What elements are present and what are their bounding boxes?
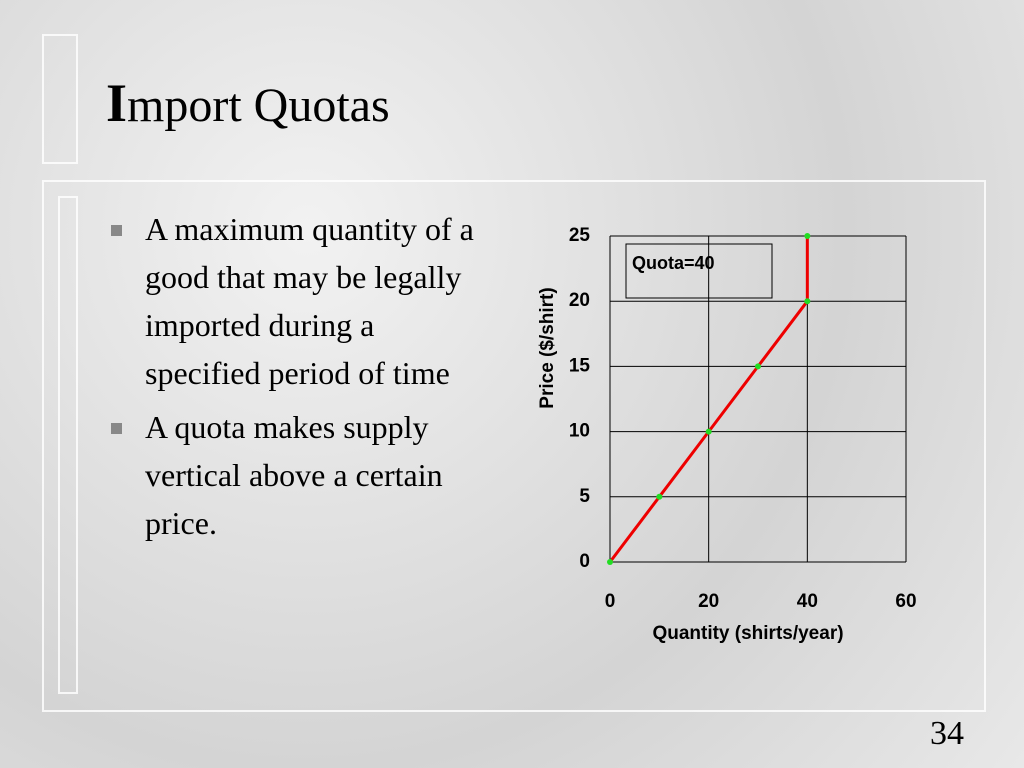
y-tick-label: 10 bbox=[569, 421, 590, 442]
bullet-list: A maximum quantity of a good that may be… bbox=[105, 205, 475, 553]
frame bbox=[42, 34, 78, 164]
y-tick-label: 0 bbox=[579, 551, 590, 572]
y-axis-label: Price ($/shirt) bbox=[537, 287, 558, 408]
bullet: A quota makes supply vertical above a ce… bbox=[105, 403, 475, 547]
x-tick-label: 0 bbox=[605, 591, 616, 612]
frame bbox=[42, 180, 986, 712]
data-point bbox=[607, 559, 613, 565]
bullet: A maximum quantity of a good that may be… bbox=[105, 205, 475, 397]
supply-line bbox=[608, 236, 809, 563]
x-tick-label: 60 bbox=[895, 591, 916, 612]
page-number: 34 bbox=[930, 715, 964, 752]
annotation: Quota=40 bbox=[632, 253, 715, 273]
data-point bbox=[705, 428, 712, 435]
frame bbox=[58, 196, 78, 694]
y-tick-label: 25 bbox=[569, 225, 591, 246]
x-tick-label: 40 bbox=[797, 591, 818, 612]
data-point bbox=[804, 298, 811, 305]
x-tick-label: 20 bbox=[698, 591, 719, 612]
y-tick-label: 20 bbox=[569, 290, 590, 311]
y-tick-label: 5 bbox=[579, 486, 590, 507]
x-axis-label: Quantity (shirts/year) bbox=[652, 623, 843, 644]
data-point bbox=[656, 493, 663, 500]
data-point bbox=[804, 233, 811, 239]
slide-title: Import Quotas bbox=[106, 73, 390, 133]
annotation-box bbox=[625, 243, 773, 299]
data-point bbox=[755, 363, 761, 370]
y-tick-label: 15 bbox=[569, 355, 591, 376]
